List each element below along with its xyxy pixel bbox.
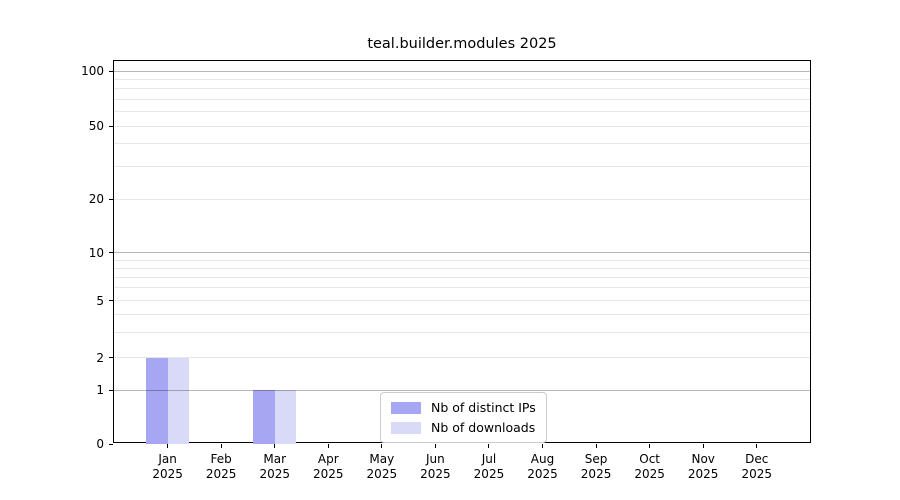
minor-gridline [114,110,810,112]
y-gridline [114,70,810,72]
x-tick-mark [488,444,490,448]
y-gridline [114,252,810,254]
y-tick-mark [109,70,113,72]
y-tick-mark [109,198,113,200]
minor-gridline [114,165,810,167]
x-tick-label: Jan 2025 [152,452,183,481]
minor-gridline [114,331,810,333]
x-tick-mark [274,444,276,448]
x-tick-mark [434,444,436,448]
x-tick-mark [167,444,169,448]
legend-label-downloads: Nb of downloads [431,420,536,435]
legend-swatch-distinct-ips [391,401,421,414]
x-tick-label: Nov 2025 [687,452,719,481]
legend-swatch-downloads [391,421,421,434]
x-tick-label: Dec 2025 [741,452,773,481]
x-tick-mark [595,444,597,448]
y-tick-label: 1 [96,383,104,397]
x-tick-mark [649,444,651,448]
y-tick-label: 2 [96,350,104,365]
minor-gridline [114,88,810,90]
minor-gridline [114,313,810,315]
minor-gridline [114,276,810,278]
y-tick-mark [109,252,113,254]
y-tick-label: 20 [88,192,104,207]
y-gridline [114,357,810,359]
x-tick-label: Aug 2025 [527,452,558,481]
y-gridline [114,125,810,127]
legend-label-distinct-ips: Nb of distinct IPs [431,400,536,415]
bar-distinct-ips [253,390,275,444]
x-tick-mark [327,444,329,448]
y-tick-label: 0 [96,437,104,451]
y-gridline [114,198,810,200]
minor-gridline [114,78,810,80]
y-tick-mark [109,125,113,127]
bar-downloads [274,390,297,444]
x-tick-mark [220,444,222,448]
x-tick-mark [542,444,544,448]
x-tick-label: Jul 2025 [473,452,505,481]
legend-item-downloads: Nb of downloads [391,420,536,435]
x-tick-mark [702,444,704,448]
x-tick-label: Oct 2025 [634,452,665,481]
y-tick-label: 50 [88,119,104,133]
minor-gridline [114,259,810,261]
x-tick-label: Apr 2025 [312,452,344,481]
x-tick-mark [381,444,383,448]
bar-downloads [167,357,190,444]
x-tick-mark [756,444,758,448]
y-gridline [114,389,810,391]
y-tick-label: 5 [96,293,104,308]
minor-gridline [114,142,810,144]
x-tick-label: Sep 2025 [580,452,612,481]
x-tick-label: May 2025 [366,452,398,481]
plot-area: Nb of distinct IPs Nb of downloads 0 1 2 5 1… [81,60,811,481]
x-tick-label: Jun 2025 [420,452,451,481]
y-tick-label: 100 [81,64,104,78]
minor-gridline [114,98,810,100]
y-tick-mark [109,300,113,301]
minor-gridline [114,287,810,289]
y-tick-label: 10 [88,245,104,260]
y-gridline [114,300,810,301]
chart-title: teal.builder.modules 2025 [367,36,557,52]
y-tick-mark [109,389,113,391]
y-tick-mark [109,357,113,359]
x-tick-label: Feb 2025 [205,452,237,481]
legend: Nb of distinct IPs Nb of downloads [380,392,547,443]
legend-item-distinct-ips: Nb of distinct IPs [391,400,536,415]
minor-gridline [114,267,810,269]
y-tick-mark [109,443,113,445]
x-tick-label: Mar 2025 [259,452,290,481]
bar-distinct-ips [145,357,168,444]
